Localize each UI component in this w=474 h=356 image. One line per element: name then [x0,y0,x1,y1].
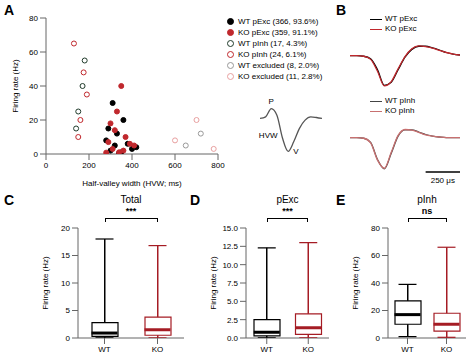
svg-text:0: 0 [66,334,71,343]
html-text:Total: Total [120,194,142,205]
html-text:pInh: pInh [417,194,437,205]
svg-text:5: 5 [66,306,71,315]
svg-text:0: 0 [34,150,39,159]
html-text:B: B [336,2,347,18]
html-text:KO pInh: KO pInh [385,106,415,115]
svg-text:15.0: 15.0 [222,224,238,233]
svg-text:20: 20 [61,224,70,233]
svg-text:0: 0 [376,334,381,343]
svg-text:5.0: 5.0 [227,297,239,306]
svg-text:KO: KO [441,345,453,354]
svg-text:10: 10 [61,279,70,288]
html-text:E: E [336,192,346,208]
html-text:KO excluded (11, 2.8%): KO excluded (11, 2.8%) [238,72,323,81]
html-text:KO pExc: KO pExc [385,24,417,33]
html-text:WT pExc (366, 93.6%): WT pExc (366, 93.6%) [238,17,319,26]
svg-text:WT: WT [401,345,414,354]
svg-text:20: 20 [371,306,380,315]
html-text:A: A [4,2,15,18]
html-text:WT pInh: WT pInh [385,96,416,105]
svg-text:60: 60 [371,251,380,260]
svg-text:12.5: 12.5 [222,242,238,251]
svg-text:V: V [293,147,299,156]
svg-text:2.5: 2.5 [227,316,239,325]
svg-text:HVW: HVW [259,131,278,140]
svg-text:Firing rate (Hz): Firing rate (Hz) [11,59,20,113]
svg-text:KO: KO [302,345,314,354]
html-text:ns: ns [421,206,433,216]
svg-text:15: 15 [61,251,70,260]
svg-text:Firing rate (Hz): Firing rate (Hz) [351,256,360,310]
svg-text:80: 80 [29,14,38,23]
svg-text:Firing rate (Hz): Firing rate (Hz) [209,256,218,310]
svg-text:80: 80 [371,224,380,233]
svg-text:60: 60 [29,48,38,57]
html-text:WT pInh (17, 4.3%): WT pInh (17, 4.3%) [238,39,308,48]
svg-text:40: 40 [29,82,38,91]
svg-text:40: 40 [371,279,380,288]
svg-text:Firing rate (Hz): Firing rate (Hz) [41,256,50,310]
html-text:C: C [4,192,15,208]
html-text:KO pExc (359, 91.1%): KO pExc (359, 91.1%) [238,28,318,37]
svg-text:7.5: 7.5 [227,279,239,288]
html-text:KO pInh (24, 6.1%): KO pInh (24, 6.1%) [238,50,307,59]
html-text:WT excluded (8, 2.0%): WT excluded (8, 2.0%) [238,61,320,70]
svg-text:0.0: 0.0 [227,334,239,343]
svg-text:800: 800 [211,161,225,170]
html-text:WT pExc: WT pExc [385,14,418,23]
html-text:pExc: pExc [276,194,299,205]
svg-text:WT: WT [261,345,274,354]
html-text:D: D [190,192,201,208]
svg-text:P: P [269,97,274,106]
svg-text:10.0: 10.0 [222,261,238,270]
svg-text:250 μs: 250 μs [431,176,455,185]
svg-text:200: 200 [82,161,96,170]
svg-text:Half-valley width (HVW; ms): Half-valley width (HVW; ms) [82,179,182,188]
svg-text:400: 400 [125,161,139,170]
svg-text:WT: WT [98,345,111,354]
svg-text:0: 0 [44,161,49,170]
svg-text:KO: KO [152,345,164,354]
svg-text:600: 600 [168,161,182,170]
svg-text:20: 20 [29,116,38,125]
